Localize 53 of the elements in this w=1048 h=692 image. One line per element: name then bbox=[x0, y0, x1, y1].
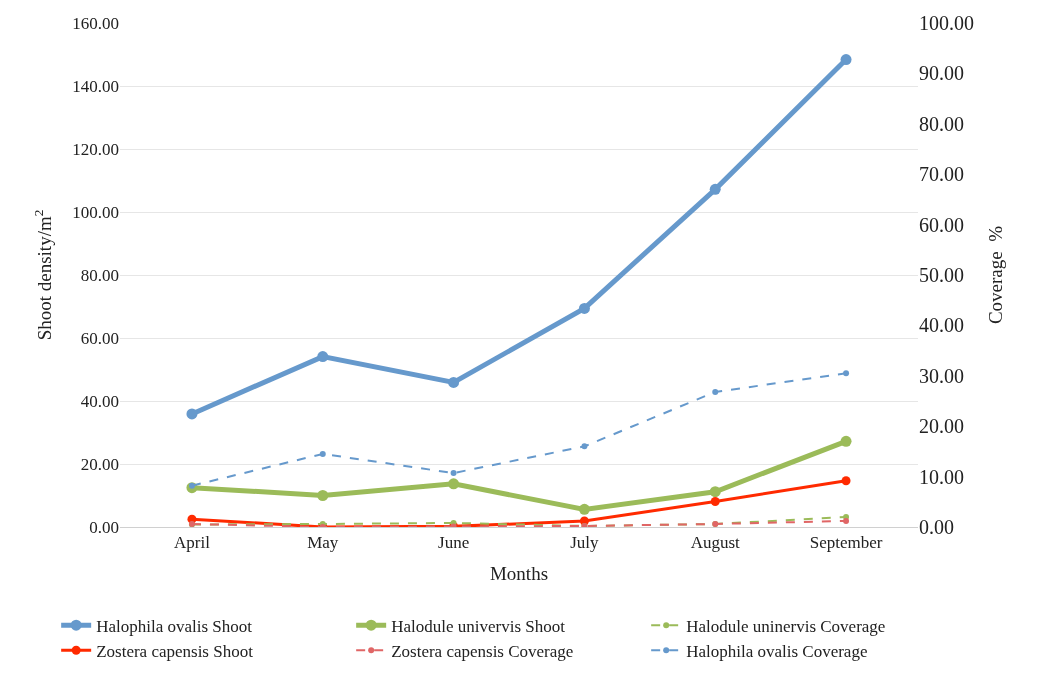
y2-tick-label: 100.00 bbox=[919, 12, 974, 34]
point bbox=[186, 408, 198, 420]
legend-label: Zostera capensis Shoot bbox=[96, 641, 254, 661]
point bbox=[710, 496, 720, 506]
point bbox=[448, 376, 460, 388]
x-tick-label: August bbox=[690, 533, 741, 553]
y2-tick-label: 80.00 bbox=[919, 112, 964, 135]
y2-tick-label: 10.00 bbox=[919, 465, 964, 488]
point bbox=[840, 54, 852, 66]
x-tick-label: April bbox=[174, 533, 211, 553]
point bbox=[581, 443, 588, 450]
y2-tick-label: 0.00 bbox=[919, 516, 954, 538]
point bbox=[317, 490, 329, 501]
y-tick-label: 60.00 bbox=[80, 328, 119, 348]
y-tick-label: 160.00 bbox=[72, 13, 119, 33]
y2-tick-label: 40.00 bbox=[919, 314, 964, 337]
y-tick-label: 20.00 bbox=[80, 454, 119, 474]
point bbox=[709, 183, 721, 195]
y2-tick-label: 90.00 bbox=[919, 62, 964, 85]
point bbox=[578, 503, 590, 515]
y2-tick-label: 60.00 bbox=[919, 213, 964, 236]
point bbox=[841, 476, 851, 486]
x-axis-title: Months bbox=[489, 563, 549, 585]
point bbox=[450, 470, 457, 477]
y2-tick-label: 20.00 bbox=[919, 415, 964, 438]
point bbox=[578, 302, 590, 314]
legend-label: Zostera capensis Coverage bbox=[391, 641, 574, 661]
y-tick-label: 100.00 bbox=[72, 202, 119, 222]
x-tick-label: September bbox=[809, 533, 883, 553]
y2-tick-label: 50.00 bbox=[919, 264, 964, 286]
point bbox=[317, 351, 329, 363]
point bbox=[712, 388, 719, 395]
legend-label: Halophila ovalis Coverage bbox=[686, 641, 868, 661]
point bbox=[709, 486, 721, 498]
y-tick-label: 140.00 bbox=[72, 76, 119, 96]
x-tick-label: June bbox=[438, 533, 470, 553]
y2-tick-label: 30.00 bbox=[919, 364, 964, 387]
y2-tick-label: 70.00 bbox=[919, 163, 964, 186]
y2-axis-title: Coverage % bbox=[984, 225, 1006, 325]
point bbox=[843, 517, 850, 524]
point bbox=[448, 478, 460, 490]
legend-label: Halodule univervis Shoot bbox=[391, 616, 566, 636]
x-tick-label: May bbox=[307, 533, 339, 553]
y-tick-label: 80.00 bbox=[80, 265, 119, 285]
y-tick-label: 0.00 bbox=[89, 517, 119, 537]
point bbox=[840, 435, 852, 447]
point bbox=[319, 450, 326, 457]
point bbox=[843, 370, 850, 377]
x-tick-label: July bbox=[570, 533, 600, 553]
y-tick-label: 40.00 bbox=[80, 391, 119, 411]
legend-label: Halodule uninervis Coverage bbox=[686, 616, 886, 636]
legend-label: Halophila ovalis Shoot bbox=[96, 616, 253, 636]
y-tick-label: 120.00 bbox=[72, 139, 119, 159]
